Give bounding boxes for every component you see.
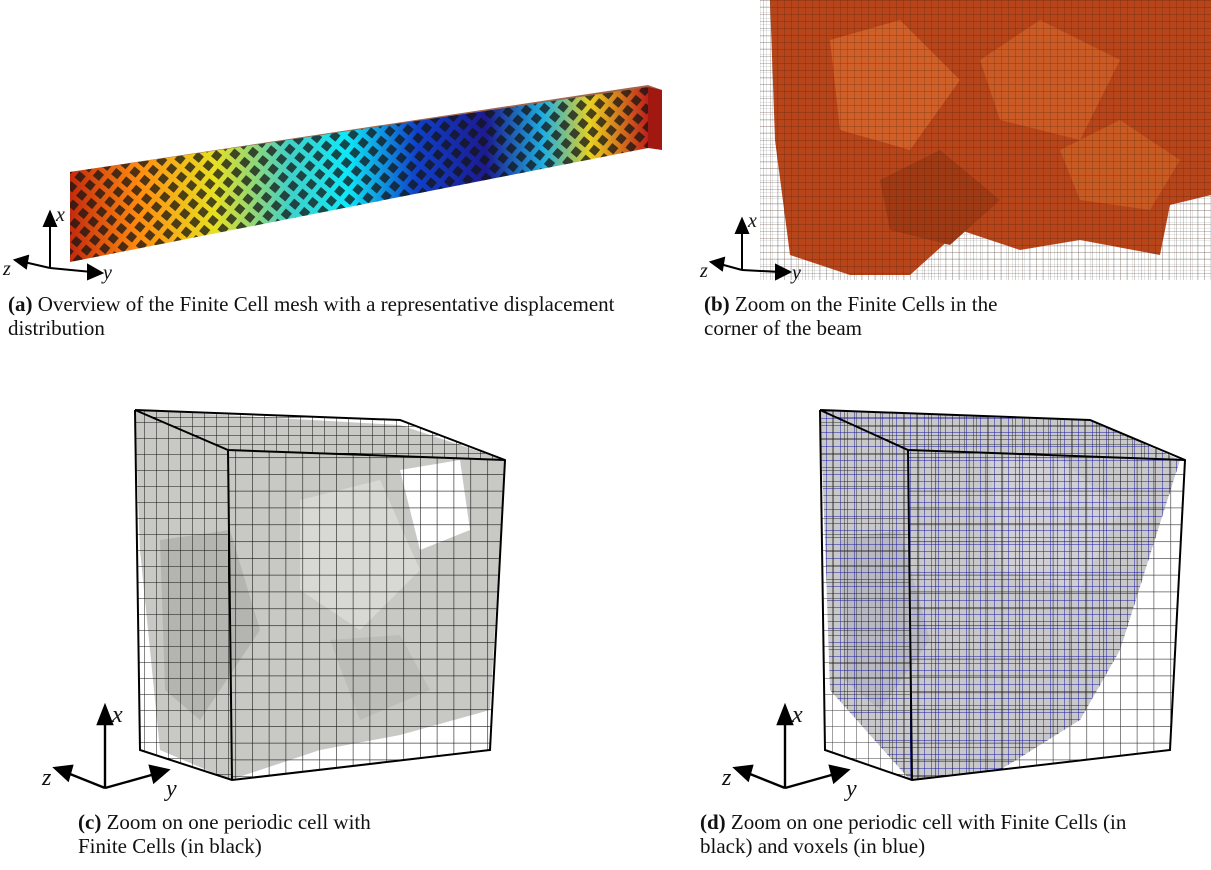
axis-y-label: y: [103, 262, 112, 284]
caption-label: (c): [78, 810, 102, 834]
panel-d: x z y (d) Zoom on one periodic cell with…: [700, 390, 1211, 870]
axis-x-label: x: [748, 210, 757, 232]
axis-y-label: y: [792, 262, 801, 284]
caption-b: (b) Zoom on the Finite Cells in the corn…: [704, 292, 1014, 340]
axis-z-label: z: [700, 260, 708, 282]
panel-c: x z y (c) Zoom on one periodic cell with…: [0, 390, 680, 870]
axis-z-label: z: [42, 765, 52, 791]
caption-d: (d) Zoom on one periodic cell with Finit…: [700, 810, 1180, 858]
axis-triad: [708, 216, 793, 281]
caption-text: Zoom on one periodic cell with Finite Ce…: [700, 810, 1127, 858]
axis-triad: [52, 702, 171, 790]
axis-x-label: x: [112, 702, 123, 728]
caption-a: (a) Overview of the Finite Cell mesh wit…: [8, 292, 668, 340]
caption-label: (a): [8, 292, 33, 316]
axis-triad: [12, 209, 105, 281]
beam-corner-zoom-render: [708, 0, 1211, 281]
axis-y-label: y: [166, 776, 177, 802]
axis-y-label: y: [846, 776, 857, 802]
panel-b: x z y (b) Zoom on the Finite Cells in th…: [700, 0, 1211, 360]
panel-a: x z y (a) Overview of the Finite Cell me…: [0, 0, 680, 360]
beam-displacement-render: [12, 85, 662, 281]
caption-text: Zoom on the Finite Cells in the corner o…: [704, 292, 998, 340]
caption-c: (c) Zoom on one periodic cell with Finit…: [78, 810, 408, 858]
caption-label: (b): [704, 292, 730, 316]
periodic-cell-voxel-render: [732, 409, 1187, 790]
axis-z-label: z: [3, 258, 11, 280]
caption-text: Zoom on one periodic cell with Finite Ce…: [78, 810, 371, 858]
axis-x-label: x: [792, 702, 803, 728]
caption-label: (d): [700, 810, 726, 834]
axis-triad: [732, 702, 851, 790]
axis-z-label: z: [722, 765, 732, 791]
axis-x-label: x: [56, 204, 65, 226]
periodic-cell-render: [52, 409, 507, 790]
caption-text: Overview of the Finite Cell mesh with a …: [8, 292, 615, 340]
